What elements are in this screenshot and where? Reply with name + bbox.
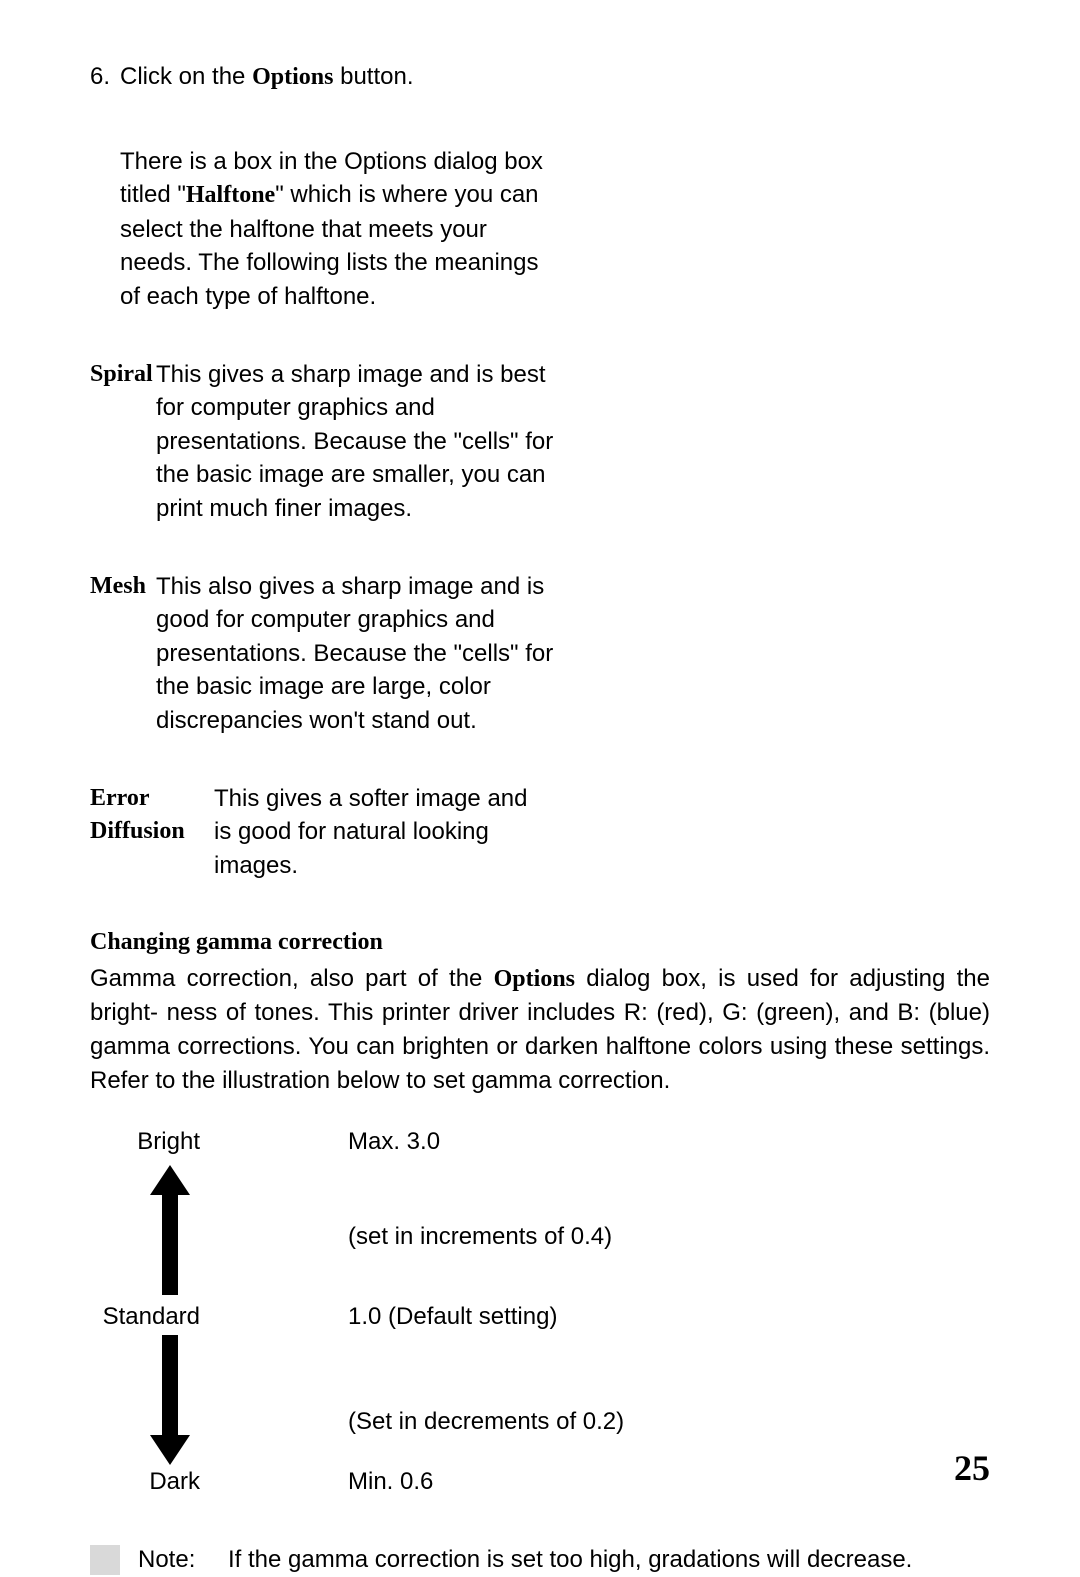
note-text: If the gamma correction is set too high,… (228, 1543, 912, 1577)
subheading-gamma: Changing gamma correction (90, 926, 990, 960)
gamma-bold: Options (494, 966, 575, 992)
gamma-standard-label: Standard (90, 1300, 200, 1334)
arrow-down-icon (150, 1335, 190, 1465)
gamma-dark-value: Min. 0.6 (348, 1465, 433, 1499)
def-error-diffusion: Error Diffusion This gives a softer imag… (90, 782, 990, 883)
def-mesh-desc: This also gives a sharp image and is goo… (156, 570, 556, 738)
gamma-decrements: (Set in decrements of 0.2) (348, 1405, 624, 1439)
page-number: 25 (954, 1443, 990, 1493)
gamma-paragraph: Gamma correction, also part of the Optio… (90, 962, 990, 1097)
note-square-icon (90, 1545, 120, 1575)
dialog-bold: Halftone (186, 182, 275, 208)
gamma-standard-value: 1.0 (Default setting) (348, 1300, 557, 1334)
def-error-desc: This gives a softer image and is good fo… (214, 782, 544, 883)
def-spiral-term: Spiral (90, 358, 156, 526)
note-row: Note: If the gamma correction is set too… (90, 1543, 990, 1577)
def-error-term: Error Diffusion (90, 782, 214, 883)
gamma-p5: illustration below to set gamma correcti… (222, 1067, 670, 1094)
dialog-paragraph: There is a box in the Options dialog box… (120, 145, 550, 314)
def-spiral: Spiral This gives a sharp image and is b… (90, 358, 990, 526)
def-mesh: Mesh This also gives a sharp image and i… (90, 570, 990, 738)
gamma-dark-label: Dark (90, 1465, 200, 1499)
note-label: Note: (138, 1543, 228, 1577)
gamma-bright-value: Max. 3.0 (348, 1125, 440, 1159)
def-mesh-term: Mesh (90, 570, 156, 738)
gamma-bright-label: Bright (90, 1125, 200, 1159)
def-error-term2: Diffusion (90, 815, 214, 849)
step-prefix: Click on the (120, 63, 252, 90)
def-spiral-desc: This gives a sharp image and is best for… (156, 358, 556, 526)
arrow-up-icon (150, 1165, 190, 1295)
step-6: 6. Click on the Options button. (90, 60, 990, 95)
gamma-p1: Gamma correction, also part of the (90, 965, 494, 992)
step-bold: Options (252, 64, 333, 90)
gamma-diagram: Bright Max. 3.0 (set in increments of 0.… (90, 1125, 990, 1535)
step-body: Click on the Options button. (120, 60, 990, 95)
def-error-term1: Error (90, 782, 214, 816)
step-number: 6. (90, 60, 120, 95)
step-suffix: button. (333, 63, 413, 90)
gamma-increments: (set in increments of 0.4) (348, 1220, 612, 1254)
page: 6. Click on the Options button. There is… (0, 0, 1080, 1533)
